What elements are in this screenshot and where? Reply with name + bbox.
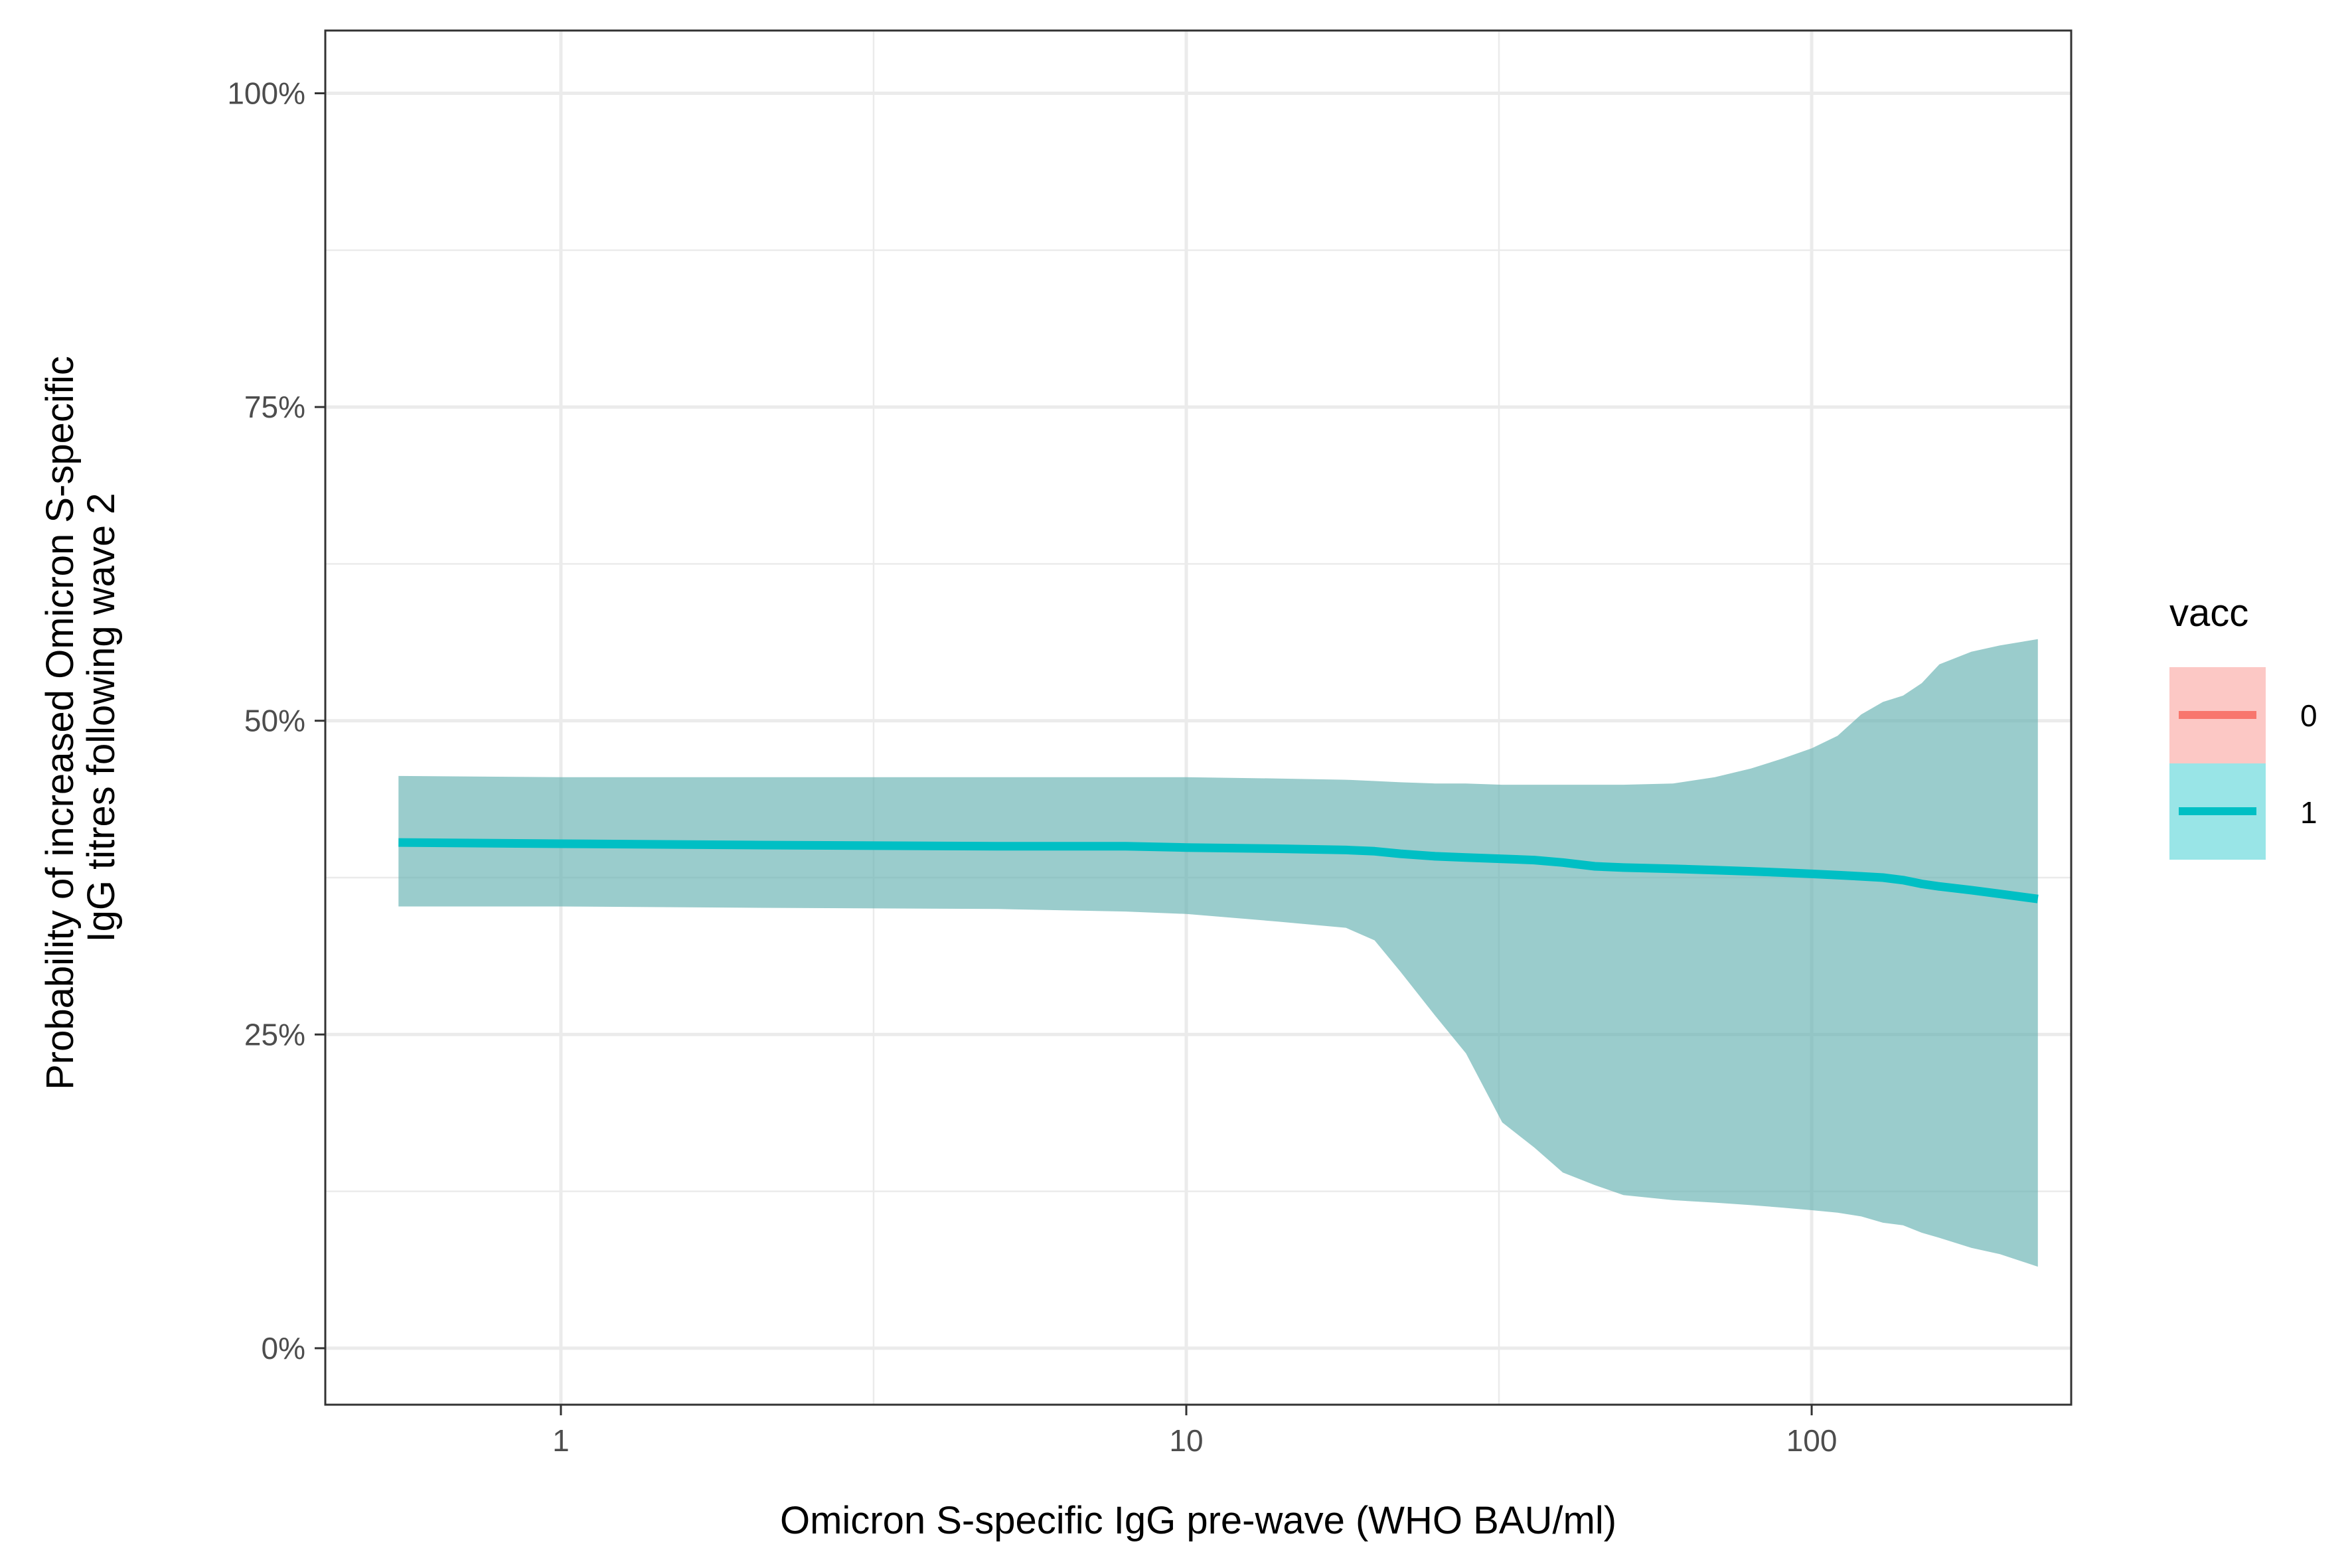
y-tick-label: 75% — [244, 390, 305, 424]
y-axis-title: Probability of increased Omicron S-speci… — [39, 345, 123, 1090]
series-line-layer — [398, 838, 2039, 903]
x-tick-label: 10 — [1169, 1423, 1203, 1458]
legend-label-1: 1 — [2300, 795, 2317, 830]
y-axis-title-line-2: IgG titres following wave 2 — [80, 493, 123, 943]
plot-panel-border — [324, 29, 2073, 1406]
x-axis-title: Omicron S-specific IgG pre-wave (WHO BAU… — [780, 1499, 1616, 1542]
y-tick-label: 100% — [227, 76, 305, 111]
legend-item-0: 0 — [2169, 667, 2317, 763]
y-tick-label: 50% — [244, 704, 305, 738]
x-tick-label: 100 — [1786, 1423, 1838, 1458]
series-1-confidence-ribbon — [398, 639, 2038, 1267]
y-axis: 0% 25% 50% 75% 100% — [227, 76, 325, 1366]
series-1-line — [398, 838, 2039, 903]
legend-item-1: 1 — [2169, 763, 2317, 860]
y-tick-label: 25% — [244, 1017, 305, 1052]
legend-label-0: 0 — [2300, 698, 2317, 733]
legend: vacc 0 1 — [2169, 591, 2317, 860]
confidence-ribbon-layer — [398, 639, 2038, 1267]
legend-title: vacc — [2169, 591, 2248, 635]
x-tick-label: 1 — [552, 1423, 570, 1458]
y-tick-label: 0% — [262, 1331, 305, 1366]
y-axis-title-line-1: Probability of increased Omicron S-speci… — [39, 356, 82, 1090]
x-axis: 1 10 100 — [552, 1405, 1837, 1458]
